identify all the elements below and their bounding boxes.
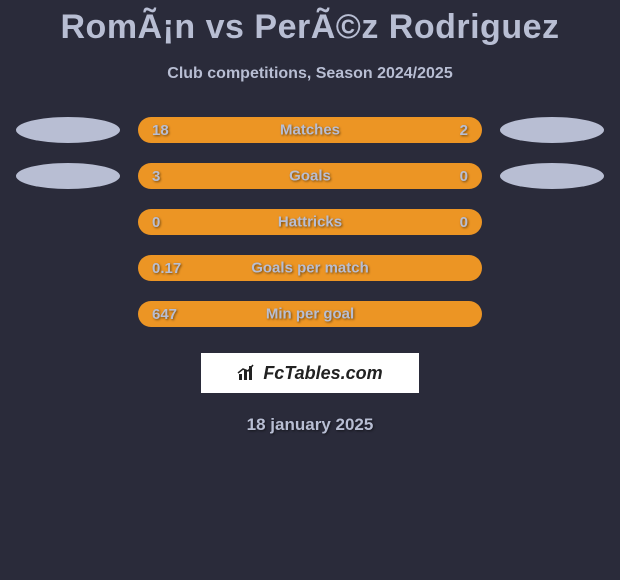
bar-left-fill (138, 163, 410, 189)
stat-label: Goals per match (251, 260, 369, 277)
left-ellipse (16, 117, 120, 143)
stat-left-value: 0.17 (152, 260, 181, 277)
stat-row: 0 Hattricks 0 (0, 209, 620, 235)
stat-bar: 3 Goals 0 (138, 163, 482, 189)
page-subtitle: Club competitions, Season 2024/2025 (0, 65, 620, 83)
stat-label: Matches (280, 122, 340, 139)
stat-left-value: 647 (152, 306, 177, 323)
ellipse-spacer (500, 301, 604, 327)
right-ellipse (500, 117, 604, 143)
bar-right-fill (403, 117, 482, 143)
stat-left-value: 0 (152, 214, 160, 231)
stat-label: Goals (289, 168, 331, 185)
stat-row: 647 Min per goal (0, 301, 620, 327)
ellipse-spacer (500, 209, 604, 235)
bar-right-fill (410, 163, 482, 189)
date-label: 18 january 2025 (0, 415, 620, 435)
stat-bar: 0 Hattricks 0 (138, 209, 482, 235)
stat-left-value: 18 (152, 122, 169, 139)
chart-icon (237, 364, 259, 382)
stat-label: Hattricks (278, 214, 342, 231)
right-ellipse (500, 163, 604, 189)
logo-text: FcTables.com (263, 363, 382, 384)
stat-row: 3 Goals 0 (0, 163, 620, 189)
page-title: RomÃ¡n vs PerÃ©z Rodriguez (0, 0, 620, 47)
stat-left-value: 3 (152, 168, 160, 185)
ellipse-spacer (16, 255, 120, 281)
stat-row: 18 Matches 2 (0, 117, 620, 143)
ellipse-spacer (16, 209, 120, 235)
ellipse-spacer (16, 301, 120, 327)
ellipse-spacer (500, 255, 604, 281)
logo-box: FcTables.com (201, 353, 419, 393)
stat-right-value: 2 (460, 122, 468, 139)
bar-left-fill (138, 117, 403, 143)
stat-row: 0.17 Goals per match (0, 255, 620, 281)
left-ellipse (16, 163, 120, 189)
stat-bar: 18 Matches 2 (138, 117, 482, 143)
stat-right-value: 0 (460, 168, 468, 185)
stat-bar: 647 Min per goal (138, 301, 482, 327)
stat-label: Min per goal (266, 306, 354, 323)
stat-right-value: 0 (460, 214, 468, 231)
stats-container: 18 Matches 2 3 Goals 0 0 Hattricks 0 0.17 Goals pe… (0, 117, 620, 327)
stat-bar: 0.17 Goals per match (138, 255, 482, 281)
